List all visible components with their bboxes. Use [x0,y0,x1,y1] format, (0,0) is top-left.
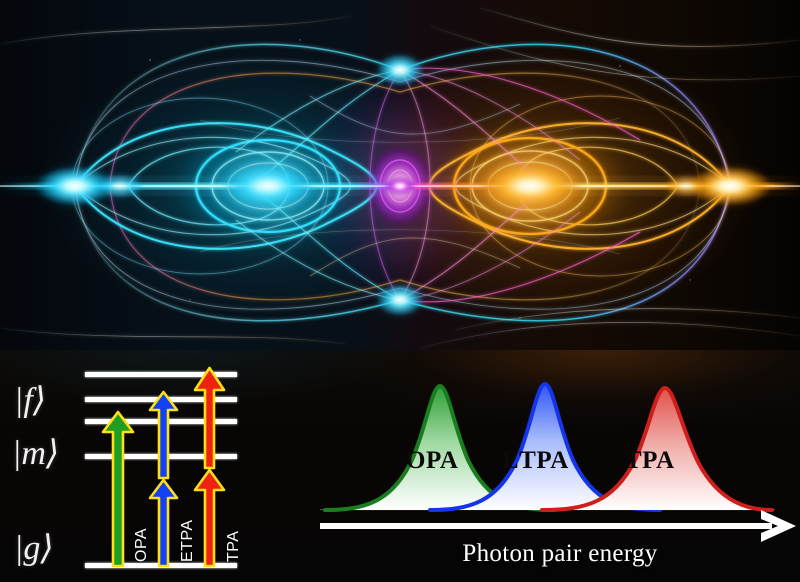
etpa-arrow-upper [148,390,179,480]
state-label-ground: |g⟩ [14,530,54,567]
light-burst-svg [0,7,800,349]
curve-etpa [428,381,662,512]
tpa-arrow-lower [193,468,226,568]
state-label-final: |f⟩ [14,382,47,419]
curve-tpa [540,385,774,512]
axis-arrowhead [761,510,796,542]
photon-pair-energy-axis [320,510,796,542]
jablonski-energy-level-diagram: |f⟩ |m⟩ |g⟩ OPA ETPA TPA [0,350,320,582]
curve-opa [323,383,557,512]
curve-label-tpa: TPA [625,447,675,474]
axis-caption: Photon pair energy [462,540,658,567]
outer-wisps [0,7,800,349]
curve-label-opa: OPA [406,447,459,474]
convergence-nodes [35,54,772,316]
abstract-light-burst [0,0,800,358]
absorption-spectrum-plot: OPA ETPA TPA Photon pair energy [320,350,800,582]
tpa-arrow-upper [193,366,226,470]
etpa-arrow-label: ETPA [179,519,196,562]
level-top [85,372,237,377]
gaussian-curves-svg [320,381,796,542]
light-specks [149,39,691,319]
state-label-intermediate: |m⟩ [12,435,60,472]
opa-arrow-label: OPA [133,527,150,562]
etpa-arrow-lower [148,478,179,568]
opa-arrow [101,410,135,568]
curve-label-etpa: ETPA [502,447,569,474]
bottom-panel: |f⟩ |m⟩ |g⟩ OPA ETPA TPA [0,350,800,582]
energy-diagram-svg [85,366,237,568]
tpa-arrow-label: TPA [225,530,242,562]
